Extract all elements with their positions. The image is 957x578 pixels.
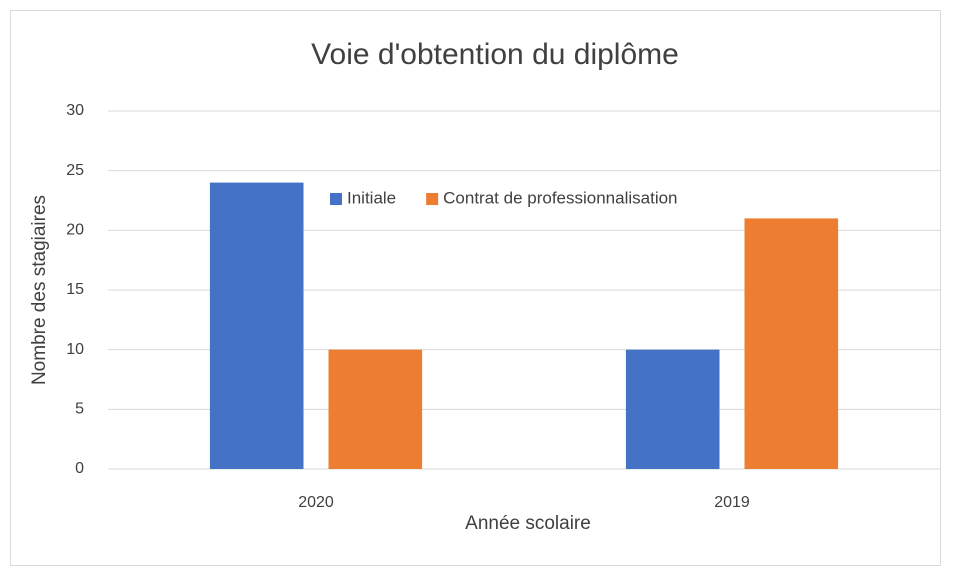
- x-axis-title: Année scolaire: [465, 513, 591, 534]
- x-tick-label: 2019: [714, 494, 750, 511]
- y-tick-label: 15: [66, 281, 84, 298]
- bar: [209, 182, 304, 469]
- legend-label: Contrat de professionnalisation: [443, 188, 677, 207]
- y-axis-title: Nombre des stagiaires: [29, 195, 50, 385]
- y-tick-label: 30: [66, 102, 84, 119]
- y-tick-label: 5: [75, 401, 84, 418]
- x-tick-label: 2020: [298, 494, 334, 511]
- legend-label: Initiale: [347, 188, 396, 207]
- y-tick-label: 25: [66, 162, 84, 179]
- y-tick-label: 0: [75, 460, 84, 477]
- bar: [328, 349, 423, 469]
- bar: [625, 349, 720, 469]
- legend-swatch: [330, 193, 342, 205]
- y-tick-label: 20: [66, 222, 84, 239]
- bar: [744, 218, 839, 469]
- legend-swatch: [426, 193, 439, 205]
- y-tick-label: 10: [66, 341, 84, 358]
- chart-title: Voie d'obtention du diplôme: [311, 38, 679, 71]
